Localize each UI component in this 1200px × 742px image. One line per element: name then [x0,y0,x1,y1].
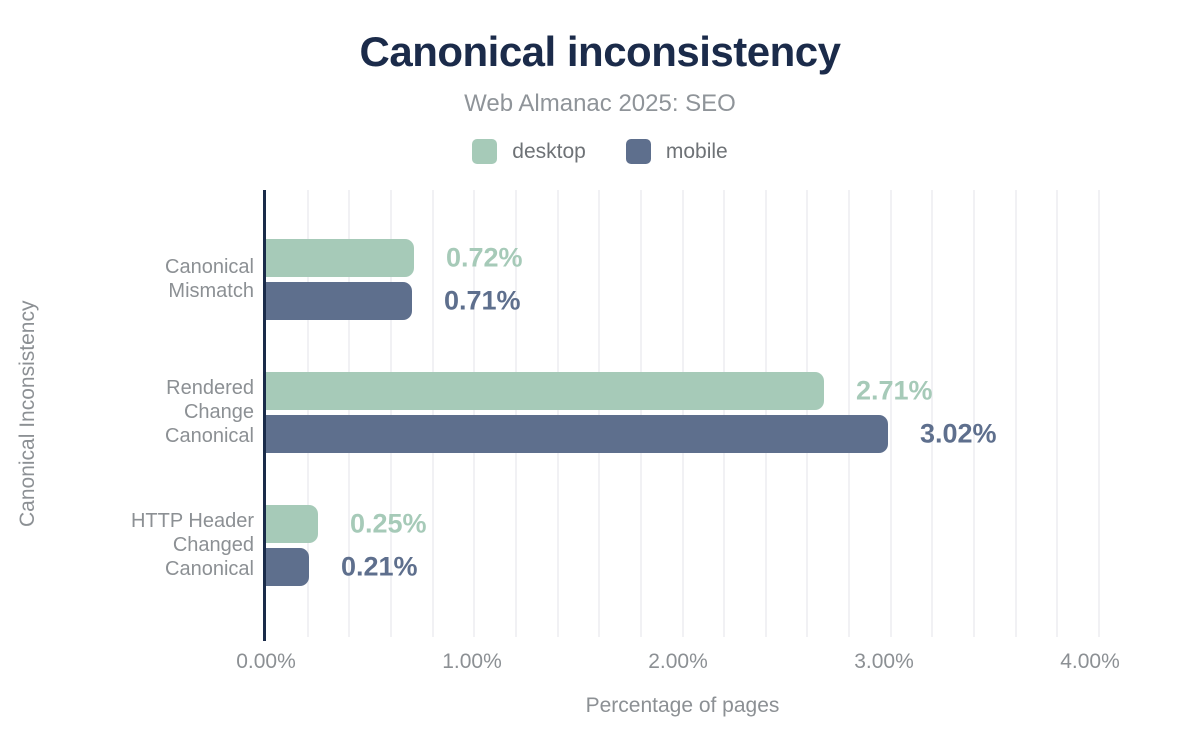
legend: desktop mobile [0,139,1200,164]
y-axis-line [263,190,266,641]
legend-swatch-mobile [625,139,651,164]
gridline [889,190,892,637]
bar-desktop-0 [266,238,414,277]
bar-desktop-1 [266,371,824,410]
gridline [973,190,976,637]
gridline [306,190,309,637]
gridline [806,190,809,637]
x-tick-0: 0.00% [236,650,296,673]
value-label-desktop-2: 0.25% [350,508,427,538]
category-label-2: HTTP Header Changed Canonical [130,510,254,580]
gridline [931,190,934,637]
gridline [431,190,434,637]
bar-mobile-2 [266,547,309,586]
gridline [1014,190,1017,637]
value-label-desktop-0: 0.72% [446,242,523,272]
gridline [1098,190,1100,637]
value-label-mobile-0: 0.71% [444,285,521,315]
gridline [764,190,767,637]
value-label-mobile-2: 0.21% [341,551,418,581]
gridline [1056,190,1059,637]
gridline [681,190,684,637]
x-tick-2: 2.00% [648,650,708,673]
x-tick-4: 4.00% [1060,650,1120,673]
gridline [723,190,726,637]
legend-label-mobile: mobile [665,139,728,163]
gridline [639,190,642,637]
bar-mobile-1 [266,414,888,453]
gridline [598,190,601,637]
legend-label-desktop: desktop [512,139,586,163]
value-label-desktop-1: 2.71% [856,375,933,405]
chart-subtitle: Web Almanac 2025: SEO [464,90,736,117]
category-label-1: Rendered Change Canonical [165,377,254,447]
gridline [389,190,392,637]
legend-swatch-desktop [472,139,498,164]
gridline [848,190,851,637]
value-label-mobile-1: 3.02% [920,418,997,448]
legend-item-mobile[interactable]: mobile [625,139,728,164]
bar-mobile-0 [266,281,412,320]
legend-item-desktop[interactable]: desktop [472,139,586,164]
x-tick-3: 3.00% [854,650,914,673]
gridline [348,190,351,637]
x-tick-1: 1.00% [442,650,502,673]
category-label-0: Canonical Mismatch [165,256,254,302]
gridline [514,190,517,637]
gridline [473,190,476,637]
bar-desktop-2 [266,504,318,543]
x-axis-title: Percentage of pages [585,694,780,717]
gridline [556,190,559,637]
plot-area: 0.72% 0.71% 2.71% 3.02% 0.25% 0.21% [263,190,1100,641]
chart-title: Canonical inconsistency [359,28,841,75]
